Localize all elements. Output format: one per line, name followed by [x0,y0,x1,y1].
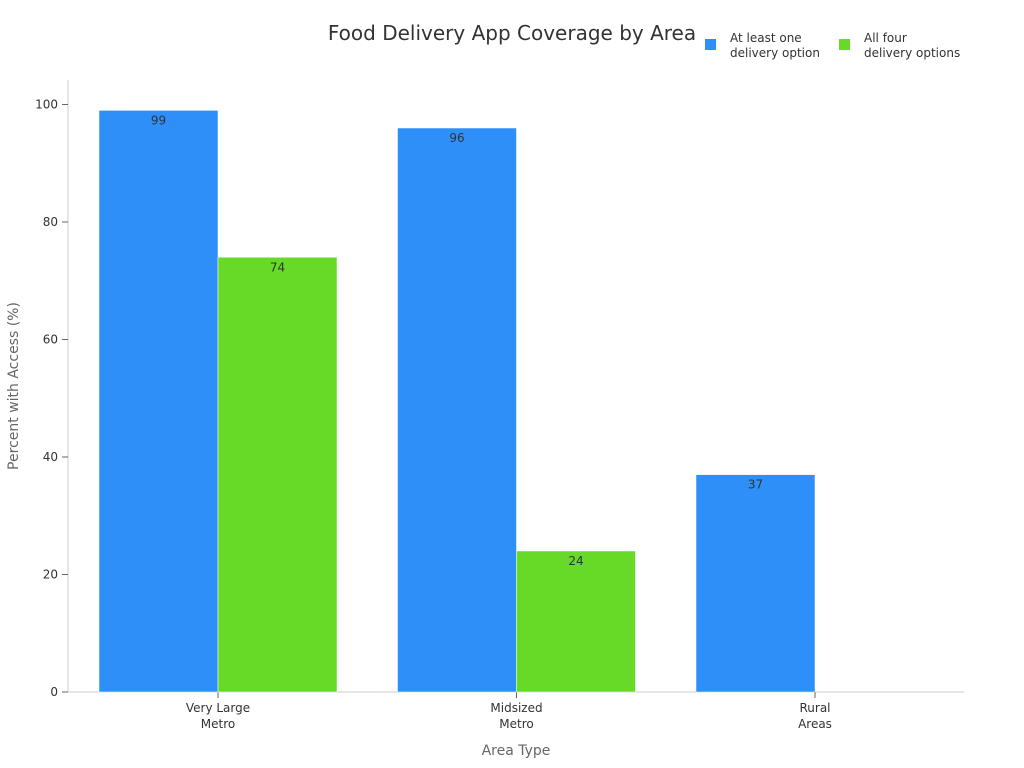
y-tick-label: 100 [35,98,58,112]
bar-all-four-0 [217,257,338,693]
bar-all-four-1 [516,550,636,693]
x-axis-label: Area Type [482,743,551,759]
legend: At least one delivery option All four deliv… [705,31,960,60]
bar-value-label: 99 [151,113,166,127]
x-tick-label: Midsized Metro [490,701,542,731]
chart-title: Food Delivery App Coverage by Area [328,21,696,45]
bar-at-least-one-0 [98,110,219,693]
x-axis: Very Large Metro Midsized Metro Rural Areas [186,692,832,731]
bar-value-label: 24 [568,554,583,568]
bar-value-label: 96 [449,131,464,145]
legend-swatch-all-four [839,39,850,50]
y-axis: 0 20 40 60 80 100 [35,98,68,699]
legend-label-at-least-one: At least one delivery option [730,31,820,60]
x-tick-label: Very Large Metro [186,701,250,731]
x-tick-label: Rural Areas [798,701,832,731]
y-axis-label: Percent with Access (%) [6,302,22,470]
bar-at-least-one-2 [695,474,816,693]
y-tick-label: 60 [43,333,58,347]
y-tick-label: 40 [43,450,58,464]
y-tick-label: 0 [50,685,58,699]
legend-swatch-at-least-one [705,39,716,50]
y-tick-label: 80 [43,215,58,229]
bar-value-label: 37 [748,478,763,492]
legend-label-all-four: All four delivery options [864,31,960,60]
y-tick-label: 20 [43,568,58,582]
bars: 99 96 37 74 24 [98,110,816,693]
bar-at-least-one-1 [397,127,517,693]
bar-value-label: 74 [270,260,285,274]
